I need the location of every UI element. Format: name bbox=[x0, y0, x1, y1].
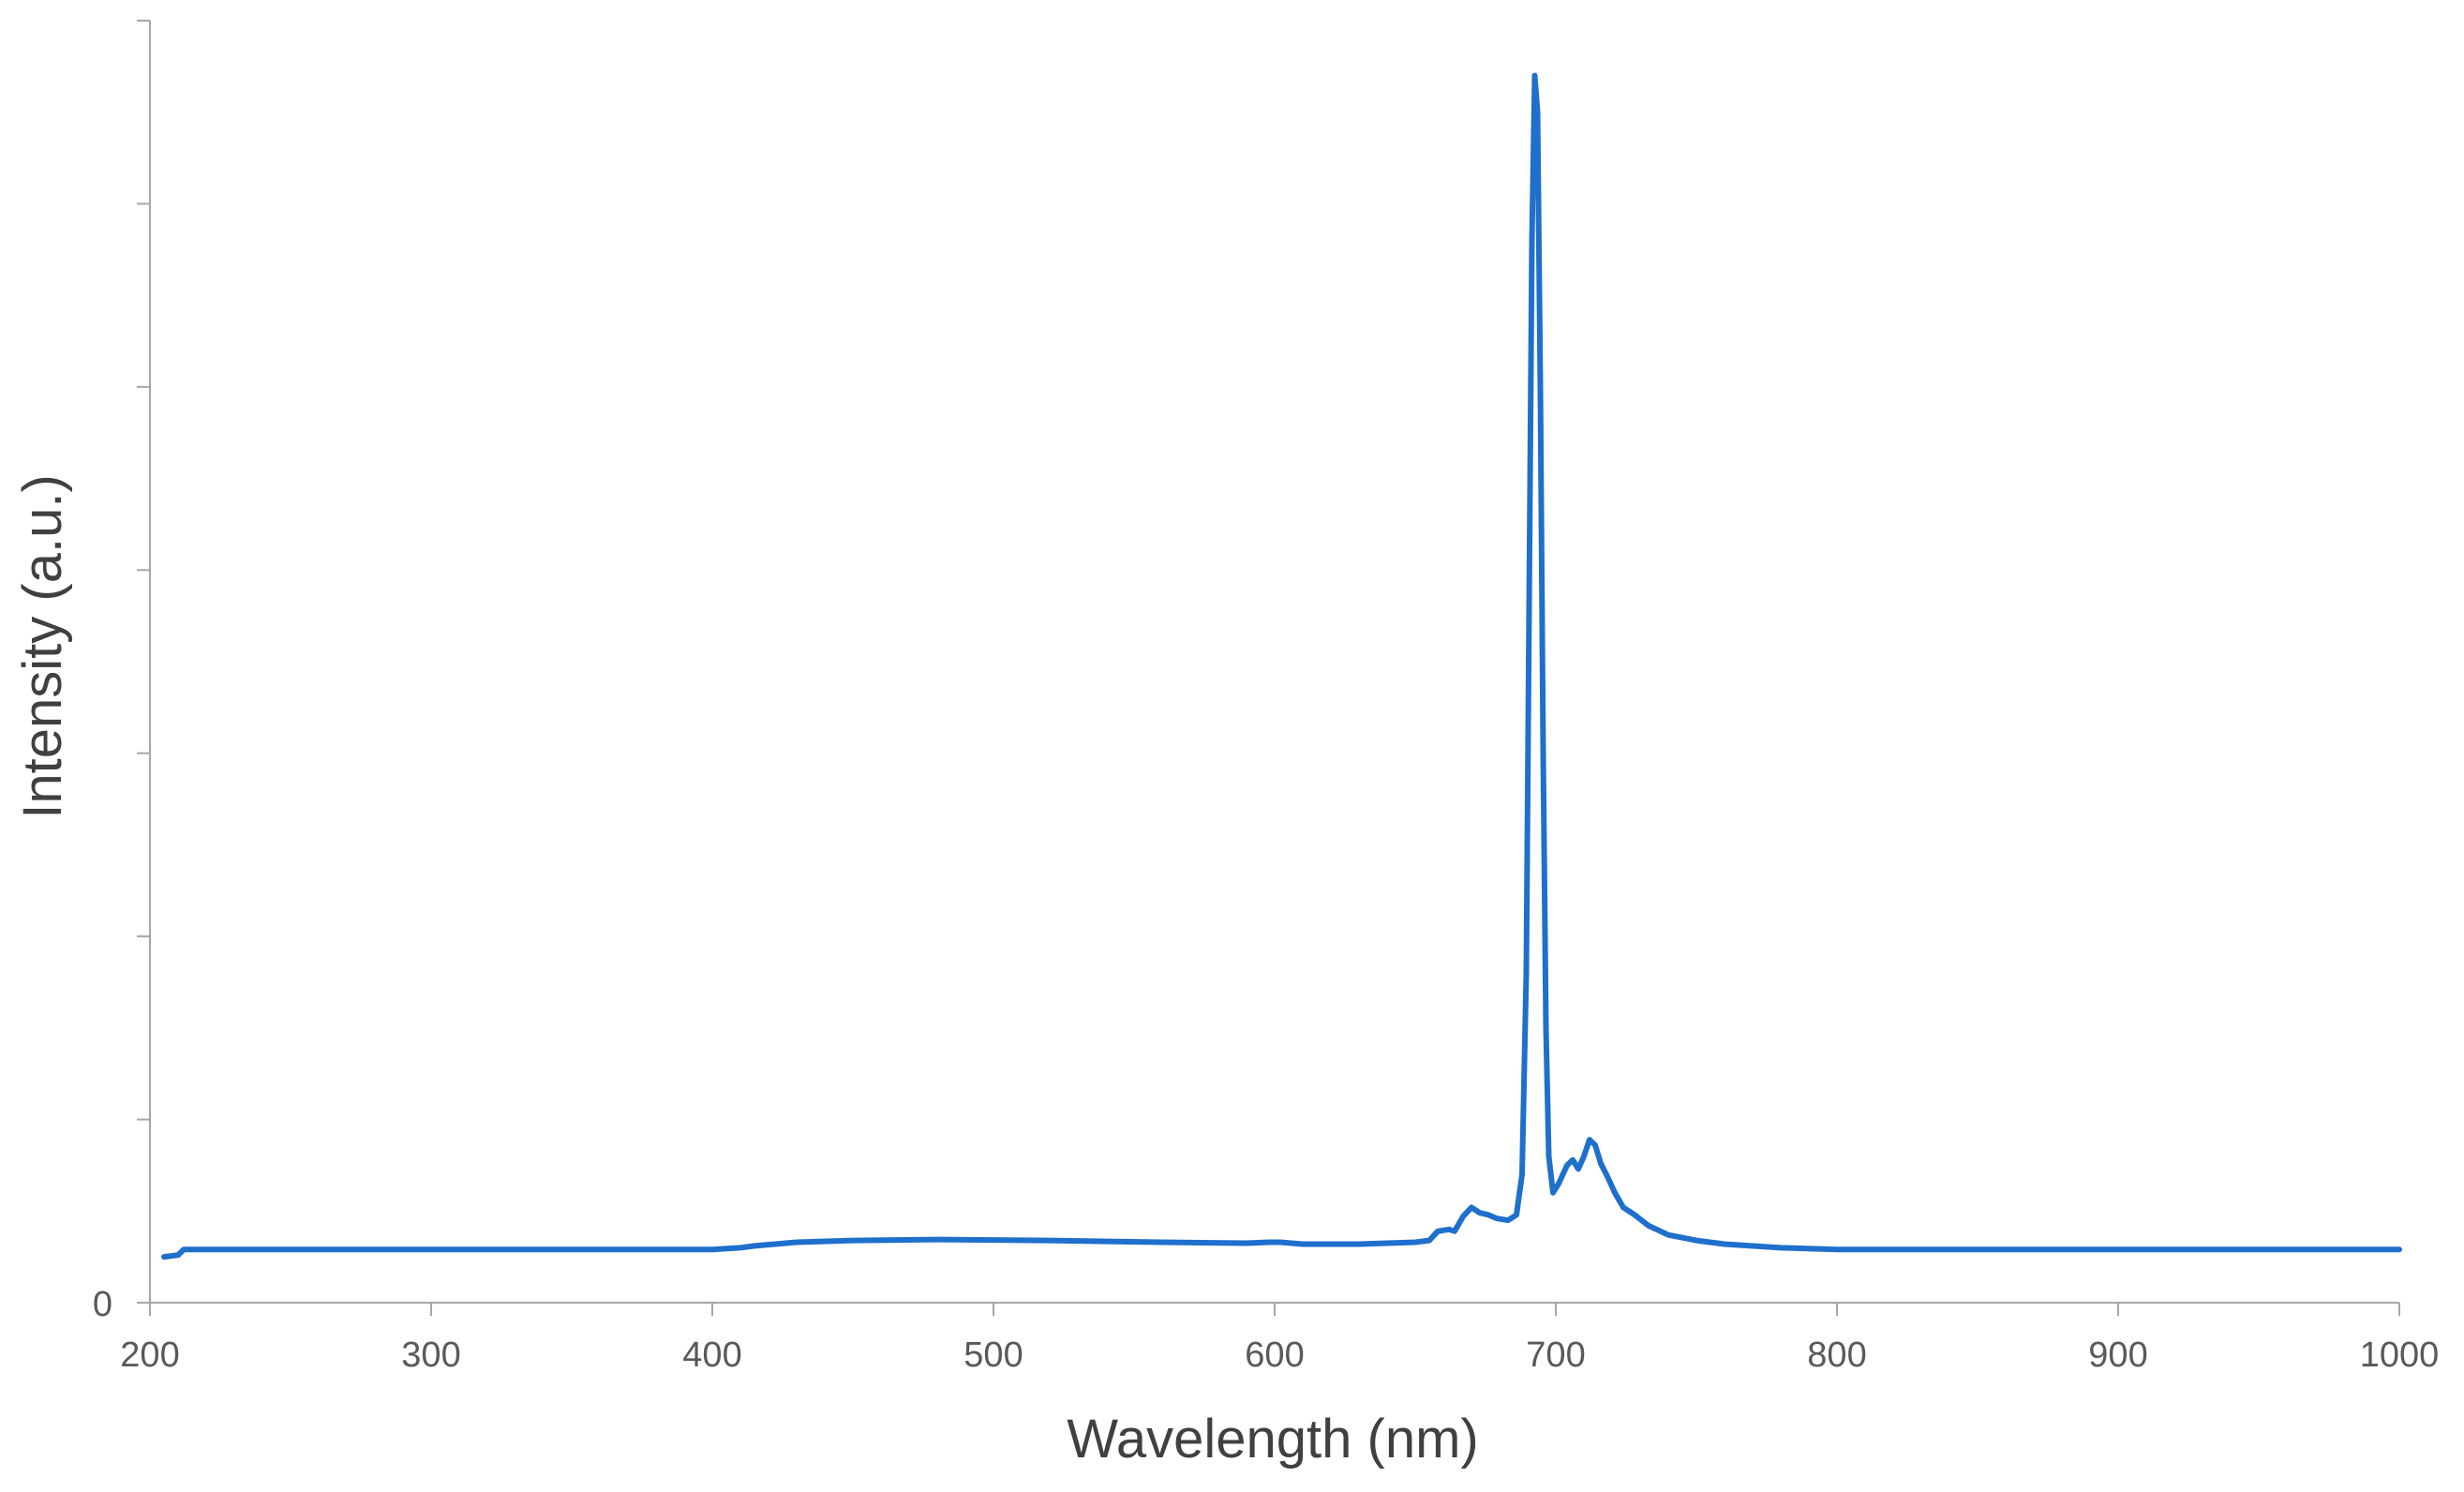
x-tick-label: 200 bbox=[120, 1335, 179, 1375]
y-axis-ticks: 0 bbox=[93, 20, 150, 1324]
x-tick-label: 700 bbox=[1526, 1335, 1585, 1375]
x-tick-label: 900 bbox=[2088, 1335, 2147, 1375]
x-tick-label: 500 bbox=[963, 1335, 1023, 1375]
x-tick-label: 400 bbox=[682, 1335, 741, 1375]
axes bbox=[149, 21, 2399, 1304]
y-tick-label: 0 bbox=[93, 1285, 112, 1324]
series-line-0 bbox=[161, 72, 2402, 1261]
y-axis-title: Intensity (a.u.) bbox=[12, 474, 73, 818]
x-tick-label: 300 bbox=[401, 1335, 460, 1375]
series-layer bbox=[161, 72, 2402, 1261]
x-tick-label: 1000 bbox=[2360, 1335, 2440, 1375]
x-axis-title: Wavelength (nm) bbox=[1067, 1409, 1478, 1470]
x-axis-ticks: 200 300 400 500 600 700 800 900 1000 bbox=[120, 1303, 2439, 1375]
x-tick-label: 800 bbox=[1807, 1335, 1866, 1375]
x-tick-label: 600 bbox=[1245, 1335, 1304, 1375]
